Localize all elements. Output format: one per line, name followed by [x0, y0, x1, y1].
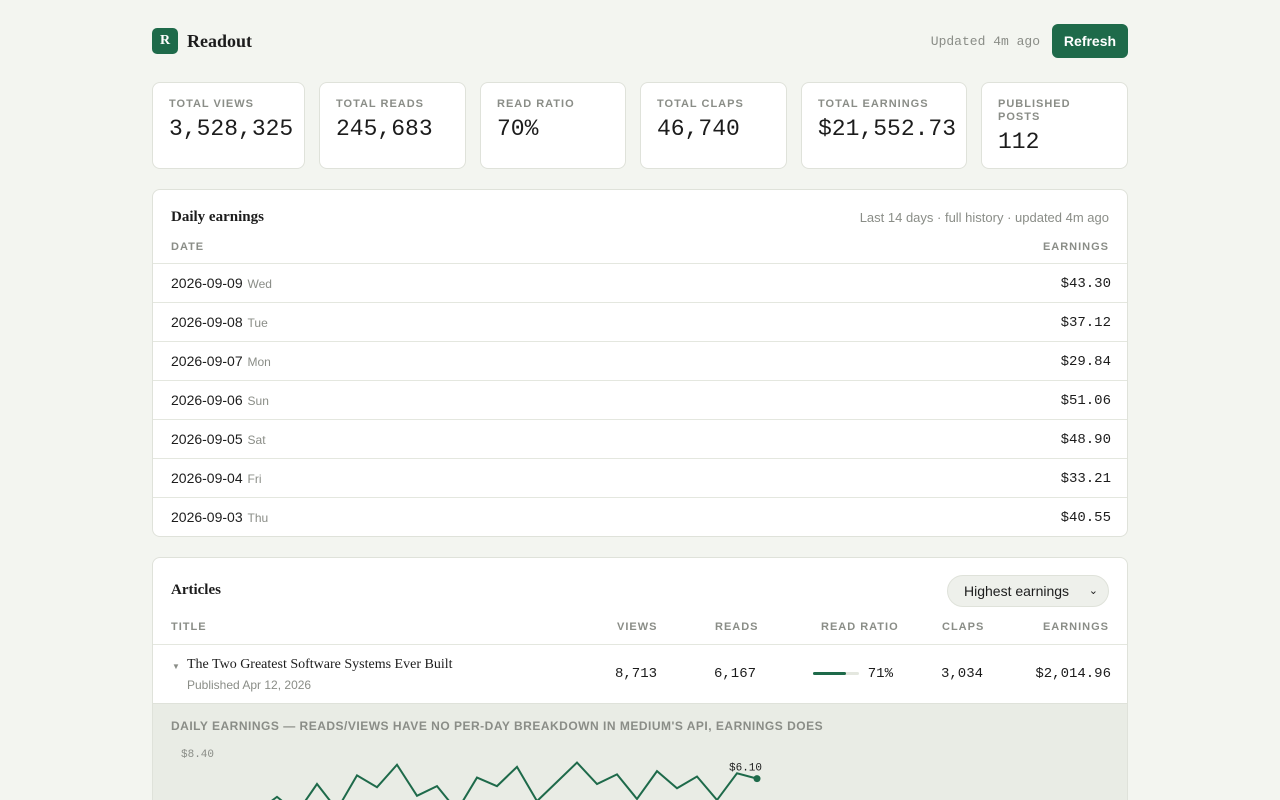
table-row: 2026-09-05 Sat $48.90	[153, 419, 1127, 458]
stat-label: Total claps	[657, 98, 744, 110]
weekday: Sat	[247, 433, 266, 447]
row-date: 2026-09-08 Tue	[171, 314, 268, 330]
sort-select[interactable]: Highest earnings ⌄	[947, 575, 1109, 607]
sort-selected-value: Highest earnings	[964, 583, 1070, 599]
panel-title: Articles	[171, 582, 221, 598]
stat-card-published-posts: Published posts 112	[981, 82, 1128, 169]
row-date: 2026-09-04 Fri	[171, 470, 262, 486]
article-earnings: $2,014.96	[1035, 666, 1111, 682]
row-amount: $37.12	[1060, 315, 1111, 331]
table-row: 2026-09-03 Thu $40.55	[153, 497, 1127, 536]
date-text: 2026-09-03	[171, 509, 243, 525]
stat-label: Total earnings	[818, 98, 929, 110]
date-text: 2026-09-08	[171, 314, 243, 330]
earnings-series-line	[271, 761, 758, 800]
articles-panel: Articles Highest earnings ⌄ Title Views …	[152, 557, 1128, 800]
date-text: 2026-09-04	[171, 470, 243, 486]
row-amount: $43.30	[1060, 276, 1111, 292]
column-header-reads[interactable]: Reads	[715, 621, 759, 633]
caret-down-icon[interactable]: ▼	[172, 662, 180, 671]
stat-value: 112	[998, 129, 1040, 155]
last-updated-text: Updated 4m ago	[930, 34, 1040, 49]
weekday: Thu	[247, 511, 269, 525]
article-detail-panel: Daily earnings — reads/views have no per…	[153, 703, 1127, 800]
stat-label: Total views	[169, 98, 254, 110]
stat-value: 70%	[497, 116, 539, 142]
y-axis-max-label: $8.40	[181, 749, 214, 761]
row-amount: $29.84	[1060, 354, 1111, 370]
column-header-title[interactable]: Title	[171, 621, 207, 633]
column-header-views[interactable]: Views	[617, 621, 658, 633]
table-row: 2026-09-06 Sun $51.06	[153, 380, 1127, 419]
row-amount: $51.06	[1060, 393, 1111, 409]
read-ratio-bar	[813, 672, 859, 675]
last-point-marker[interactable]	[753, 775, 761, 783]
article-reads: 6,167	[713, 666, 756, 682]
weekday: Mon	[247, 355, 271, 369]
table-row: 2026-09-04 Fri $33.21	[153, 458, 1127, 497]
table-row: 2026-09-09 Wed $43.30	[153, 263, 1127, 302]
panel-title: Daily earnings	[171, 209, 264, 225]
daily-earnings-line-chart: $8.40 $6.10	[181, 749, 762, 800]
row-date: 2026-09-07 Mon	[171, 353, 271, 369]
column-header-earnings: Earnings	[1042, 241, 1109, 253]
column-header-date: Date	[171, 241, 205, 253]
stat-card-total-earnings: Total earnings $21,552.73	[801, 82, 967, 169]
row-date: 2026-09-09 Wed	[171, 275, 272, 291]
column-header-earnings[interactable]: Earnings	[1042, 621, 1109, 633]
weekday: Fri	[247, 472, 262, 486]
stat-value: 46,740	[657, 116, 740, 142]
row-amount: $48.90	[1060, 432, 1111, 448]
last-point-label: $6.10	[729, 763, 762, 775]
chevron-down-icon: ⌄	[1088, 585, 1098, 597]
date-text: 2026-09-07	[171, 353, 243, 369]
detail-caption: Daily earnings — reads/views have no per…	[171, 719, 824, 733]
date-text: 2026-09-06	[171, 392, 243, 408]
stat-label: Read ratio	[497, 98, 575, 110]
date-text: 2026-09-09	[171, 275, 243, 291]
column-header-read-ratio[interactable]: Read ratio	[821, 621, 899, 633]
weekday: Wed	[247, 277, 272, 291]
daily-earnings-panel: Daily earnings Last 14 days · full histo…	[152, 189, 1128, 537]
stat-label: Total reads	[336, 98, 425, 110]
stat-value: 3,528,325	[169, 116, 294, 142]
article-claps: 3,034	[940, 666, 983, 682]
table-row: 2026-09-08 Tue $37.12	[153, 302, 1127, 341]
stat-label: Published posts	[998, 98, 1071, 123]
weekday: Sun	[247, 394, 269, 408]
row-amount: $33.21	[1060, 471, 1111, 487]
article-views: 8,713	[614, 666, 657, 682]
logo: R	[152, 28, 178, 54]
article-published-date: Published Apr 12, 2026	[187, 678, 312, 692]
table-row[interactable]: ▼ The Two Greatest Software Systems Ever…	[153, 644, 1127, 703]
refresh-button[interactable]: Refresh	[1052, 24, 1128, 58]
date-text: 2026-09-05	[171, 431, 243, 447]
table-row: 2026-09-07 Mon $29.84	[153, 341, 1127, 380]
stat-card-read-ratio: Read ratio 70%	[480, 82, 626, 169]
stat-card-total-reads: Total reads 245,683	[319, 82, 466, 169]
brand-name: Readout	[187, 31, 253, 51]
stat-value: 245,683	[336, 116, 433, 142]
read-ratio-bar-fill	[813, 672, 846, 675]
row-date: 2026-09-03 Thu	[171, 509, 268, 525]
row-date: 2026-09-05 Sat	[171, 431, 266, 447]
article-title[interactable]: The Two Greatest Software Systems Ever B…	[187, 657, 453, 672]
article-read-ratio: 71%	[867, 666, 893, 682]
panel-meta: Last 14 days · full history · updated 4m…	[859, 210, 1109, 225]
row-amount: $40.55	[1060, 510, 1111, 526]
stat-card-total-views: Total views 3,528,325	[152, 82, 305, 169]
stat-value: $21,552.73	[818, 116, 957, 142]
column-header-claps[interactable]: Claps	[942, 621, 985, 633]
weekday: Tue	[247, 316, 268, 330]
top-bar: R Readout Updated 4m ago Refresh	[152, 24, 1128, 58]
stat-card-total-claps: Total claps 46,740	[640, 82, 787, 169]
row-date: 2026-09-06 Sun	[171, 392, 269, 408]
